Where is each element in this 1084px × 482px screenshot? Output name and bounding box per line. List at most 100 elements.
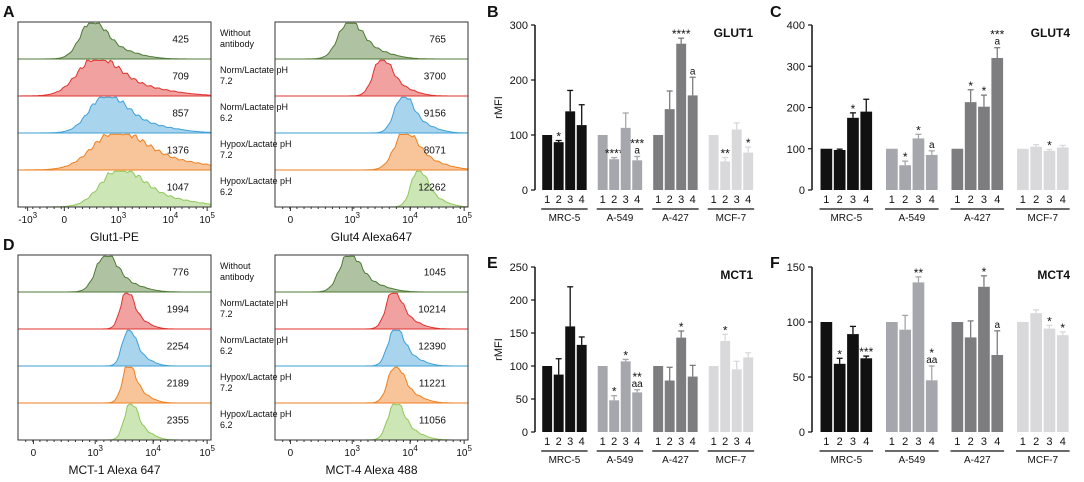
x-tick-label: 4 <box>634 436 640 448</box>
significance-mark: * <box>916 123 921 137</box>
x-tick-label: 3 <box>850 436 856 448</box>
histogram-frame <box>274 254 469 441</box>
group-label: A-549 <box>898 213 925 224</box>
mfi-value: 1045 <box>424 267 447 278</box>
histogram-panel-a2: 765 3700 9156 8071 12262 0 103 104 105 Glut4 Alex… <box>274 21 472 244</box>
bar <box>925 380 938 432</box>
x-tick-label: 4 <box>994 194 1000 206</box>
bar <box>1056 147 1069 190</box>
x-tick-label: 4 <box>1060 194 1066 206</box>
mfi-value: 9156 <box>424 108 447 119</box>
x-tick-label: 3 <box>678 194 684 206</box>
mfi-value: 425 <box>172 34 189 45</box>
x-axis-label: MCT-1 Alexa 647 <box>68 463 160 477</box>
mfi-value: 11221 <box>419 378 447 389</box>
x-tick-label: 1 <box>655 194 661 206</box>
bar <box>860 358 873 432</box>
y-tick-label: 0 <box>522 427 528 439</box>
bar <box>542 366 553 432</box>
x-tick-label: 3 <box>678 436 684 448</box>
bar <box>664 109 675 190</box>
mfi-value: 11056 <box>419 415 447 426</box>
significance-mark: a <box>634 145 640 156</box>
significance-mark: * <box>679 320 684 334</box>
bar <box>899 165 912 190</box>
x-tick-label: 104 <box>163 211 179 226</box>
x-tick-label: 2 <box>667 194 673 206</box>
x-tick-label: 4 <box>634 194 640 206</box>
x-tick-label: 105 <box>456 211 472 226</box>
x-tick-label: 4 <box>579 436 585 448</box>
x-tick-label: 3 <box>623 436 629 448</box>
x-tick-label: 3 <box>915 194 921 206</box>
x-tick-label: 2 <box>968 436 974 448</box>
mfi-value: 3700 <box>424 71 447 82</box>
bar <box>991 355 1004 432</box>
bar <box>847 117 859 190</box>
bar <box>708 366 719 432</box>
y-tick-label: 200 <box>787 103 805 115</box>
significance-mark: a <box>929 140 935 151</box>
x-tick-label: 4 <box>929 194 935 206</box>
y-axis-label: rMFI <box>493 338 505 361</box>
bar <box>597 366 608 432</box>
group-label: A-549 <box>898 455 925 466</box>
bar <box>743 357 754 432</box>
significance-mark: aa <box>926 355 938 366</box>
bar <box>991 58 1004 190</box>
histogram-panel-d2: 1045 10214 12390 11221 11056 0 103 104 105 MCT-4 … <box>274 254 472 477</box>
x-tick-label: 105 <box>456 444 472 459</box>
bar <box>687 95 698 190</box>
significance-mark: * <box>1060 321 1065 335</box>
chart-title: GLUT4 <box>1031 26 1071 40</box>
group-label: MRC-5 <box>830 455 862 466</box>
bar <box>860 111 873 190</box>
bar <box>676 337 687 432</box>
significance-mark: * <box>968 79 973 93</box>
x-tick-label: 105 <box>199 444 215 459</box>
bar <box>886 322 898 432</box>
x-tick-label: 2 <box>611 436 617 448</box>
significance-mark: * <box>982 84 987 98</box>
bar <box>653 135 664 190</box>
histogram-panel-d: 776 1994 2254 2189 2355 0 103 104 105 MCT-1 Alexa… <box>17 254 215 477</box>
significance-mark: **** <box>672 27 691 41</box>
bar <box>1030 146 1043 190</box>
mfi-value: 1994 <box>167 304 190 315</box>
mfi-value: 1376 <box>167 145 190 156</box>
bar <box>609 400 620 432</box>
x-tick-label: 1 <box>711 436 717 448</box>
histogram-curve <box>18 59 212 97</box>
panel-letter-c: C <box>770 4 782 21</box>
x-tick-label: 1 <box>600 436 606 448</box>
x-tick-label: 2 <box>556 436 562 448</box>
group-label: A-427 <box>662 455 689 466</box>
x-tick-label: -103 <box>18 211 37 226</box>
x-tick-label: 4 <box>690 194 696 206</box>
significance-mark: * <box>851 102 856 116</box>
y-tick-label: 100 <box>787 317 805 329</box>
bar <box>576 125 587 190</box>
x-axis-label: Glut4 Alexa647 <box>331 230 413 244</box>
x-axis-label: MCT-4 Alexa 488 <box>325 463 417 477</box>
significance-mark: *** <box>990 28 1004 42</box>
significance-mark: * <box>623 348 628 362</box>
x-tick-label: 2 <box>722 194 728 206</box>
bar <box>565 326 576 432</box>
bar <box>912 138 925 190</box>
mfi-value: 857 <box>172 108 189 119</box>
bar <box>553 142 564 190</box>
x-tick-label: 1 <box>544 436 550 448</box>
x-tick-label: 103 <box>111 211 127 226</box>
y-tick-label: 400 <box>787 20 805 32</box>
bar <box>597 135 608 190</box>
x-tick-label: 4 <box>929 436 935 448</box>
bar <box>978 286 990 432</box>
y-tick-label: 0 <box>799 185 805 197</box>
bar <box>743 152 754 190</box>
x-tick-label: 4 <box>1060 436 1066 448</box>
significance-mark: * <box>837 347 842 361</box>
x-tick-label: 0 <box>31 448 37 459</box>
